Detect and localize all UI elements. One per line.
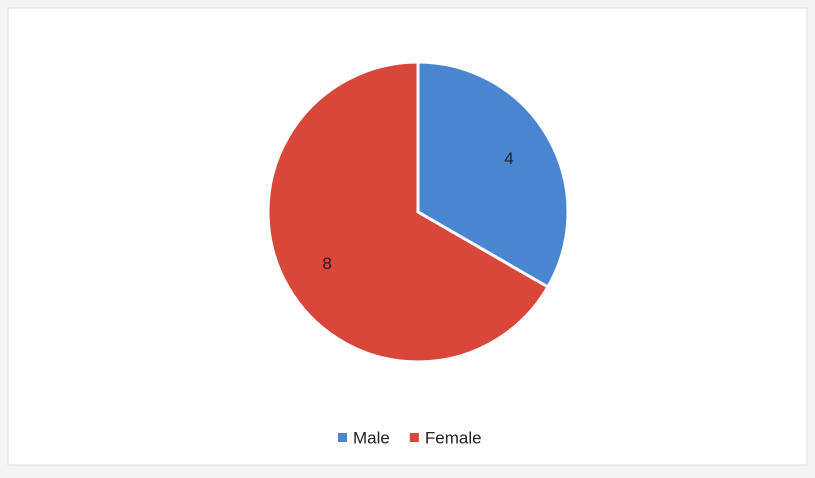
legend-swatch bbox=[409, 433, 419, 442]
data-label: 8 bbox=[322, 254, 331, 273]
pie-slice bbox=[416, 60, 570, 290]
legend-label: Male bbox=[353, 428, 390, 447]
pie-slice bbox=[266, 60, 550, 364]
data-label: 4 bbox=[504, 149, 513, 168]
legend-label: Female bbox=[425, 428, 482, 447]
legend-swatch bbox=[338, 433, 347, 442]
